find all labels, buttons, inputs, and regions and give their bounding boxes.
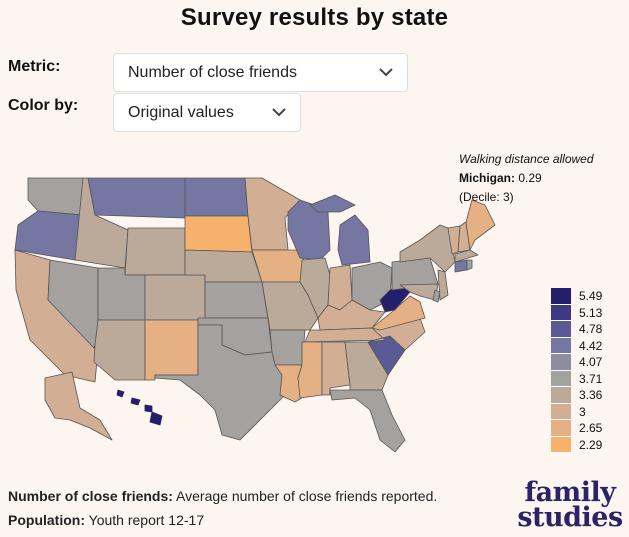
state-utah[interactable] — [97, 267, 146, 321]
legend-label: 4.78 — [579, 322, 603, 337]
legend-row: 5.49 — [551, 288, 602, 305]
legend-label: 5.13 — [579, 305, 603, 320]
legend-swatch — [551, 288, 571, 305]
state-texas[interactable] — [154, 324, 286, 441]
state-maryland[interactable] — [399, 283, 439, 301]
page-title: Survey results by state — [180, 4, 449, 31]
metric-select-value: Number of close friends — [128, 63, 297, 81]
state-michigan[interactable] — [337, 214, 371, 266]
state-south-dakota[interactable] — [184, 215, 253, 253]
legend-label: 4.07 — [579, 355, 603, 370]
legend-label: 3 — [579, 404, 586, 419]
tooltip-title: Walking distance allowed — [459, 152, 594, 166]
state-washington[interactable] — [27, 177, 84, 216]
legend-row: 4.07 — [551, 354, 602, 371]
legend-swatch — [551, 337, 571, 354]
metric-label: Metric: — [8, 58, 61, 75]
chevron-down-icon — [272, 107, 286, 116]
color-by-label: Color by: — [8, 97, 79, 114]
state-montana[interactable] — [87, 177, 186, 219]
legend-row: 2.65 — [551, 420, 602, 437]
tooltip-decile: (Decile: 3) — [459, 190, 514, 204]
legend-label: 3.71 — [579, 371, 603, 386]
state-new-jersey[interactable] — [437, 269, 449, 301]
legend-row: 5.13 — [551, 304, 603, 321]
state-kansas[interactable] — [204, 281, 269, 319]
legend-swatch — [551, 321, 571, 338]
legend-row: 4.42 — [551, 337, 603, 354]
legend-label: 2.29 — [579, 437, 603, 452]
state-colorado[interactable] — [144, 274, 206, 321]
footer-population-label: Population: — [8, 512, 85, 528]
color-legend: 5.49 5.13 4.78 4.42 4.07 3.71 3.36 3 2.65 2.29 — [551, 288, 602, 453]
legend-label: 3.36 — [579, 388, 603, 403]
state-connecticut[interactable] — [454, 259, 468, 273]
tooltip-state: Michigan: — [459, 171, 515, 185]
family-studies-logo: family studies — [515, 477, 625, 533]
logo-line-1: family — [524, 477, 616, 508]
color-by-select[interactable]: Original values — [113, 93, 301, 132]
legend-swatch — [551, 354, 571, 371]
state-minnesota[interactable] — [244, 177, 301, 251]
state-wisconsin[interactable] — [287, 199, 331, 261]
legend-row: 3.71 — [551, 370, 603, 387]
color-by-select-value: Original values — [128, 103, 234, 121]
logo-line-2: studies — [517, 502, 623, 533]
state-massachusetts[interactable] — [454, 249, 479, 263]
state-north-dakota[interactable] — [184, 177, 249, 217]
footer-metric-desc: Average number of close friends reported… — [176, 488, 438, 504]
state-arkansas[interactable] — [269, 329, 306, 366]
state-virginia[interactable] — [371, 295, 426, 331]
legend-row: 4.78 — [551, 321, 602, 338]
state-alaska[interactable] — [44, 371, 113, 441]
state-florida[interactable] — [329, 389, 406, 453]
state-michigan-up[interactable] — [309, 194, 356, 213]
state-delaware[interactable] — [432, 289, 441, 303]
legend-swatch — [551, 436, 571, 453]
legend-swatch — [551, 387, 571, 404]
state-wyoming[interactable] — [124, 227, 186, 276]
state-arizona[interactable] — [93, 319, 146, 381]
state-mississippi[interactable] — [297, 341, 323, 399]
legend-swatch — [551, 403, 571, 420]
legend-label: 4.42 — [579, 338, 603, 353]
footer-population: Population: Youth report 12-17 — [8, 512, 204, 528]
legend-row: 3 — [551, 403, 602, 420]
legend-swatch — [551, 304, 571, 321]
legend-row: 2.29 — [551, 436, 603, 453]
tooltip-value: 0.29 — [518, 171, 542, 185]
legend-swatch — [551, 420, 571, 437]
legend-label: 5.49 — [579, 289, 603, 304]
state-oregon[interactable] — [14, 210, 84, 261]
state-hawaii[interactable] — [116, 389, 163, 426]
legend-swatch — [551, 370, 571, 387]
chevron-down-icon — [379, 67, 393, 76]
metric-select[interactable]: Number of close friends — [113, 53, 408, 92]
state-rhode-island[interactable] — [466, 259, 473, 271]
footer-metric-name: Number of close friends: — [8, 488, 173, 504]
footer-population-value: Youth report 12-17 — [88, 512, 205, 528]
footer-metric: Number of close friends: Average number … — [8, 488, 437, 504]
state-new-mexico[interactable] — [144, 319, 199, 381]
legend-row: 3.36 — [551, 387, 602, 404]
legend-label: 2.65 — [579, 421, 603, 436]
map-tooltip: Walking distance allowed Michigan: 0.29 … — [459, 150, 594, 207]
state-maine[interactable] — [465, 199, 496, 251]
